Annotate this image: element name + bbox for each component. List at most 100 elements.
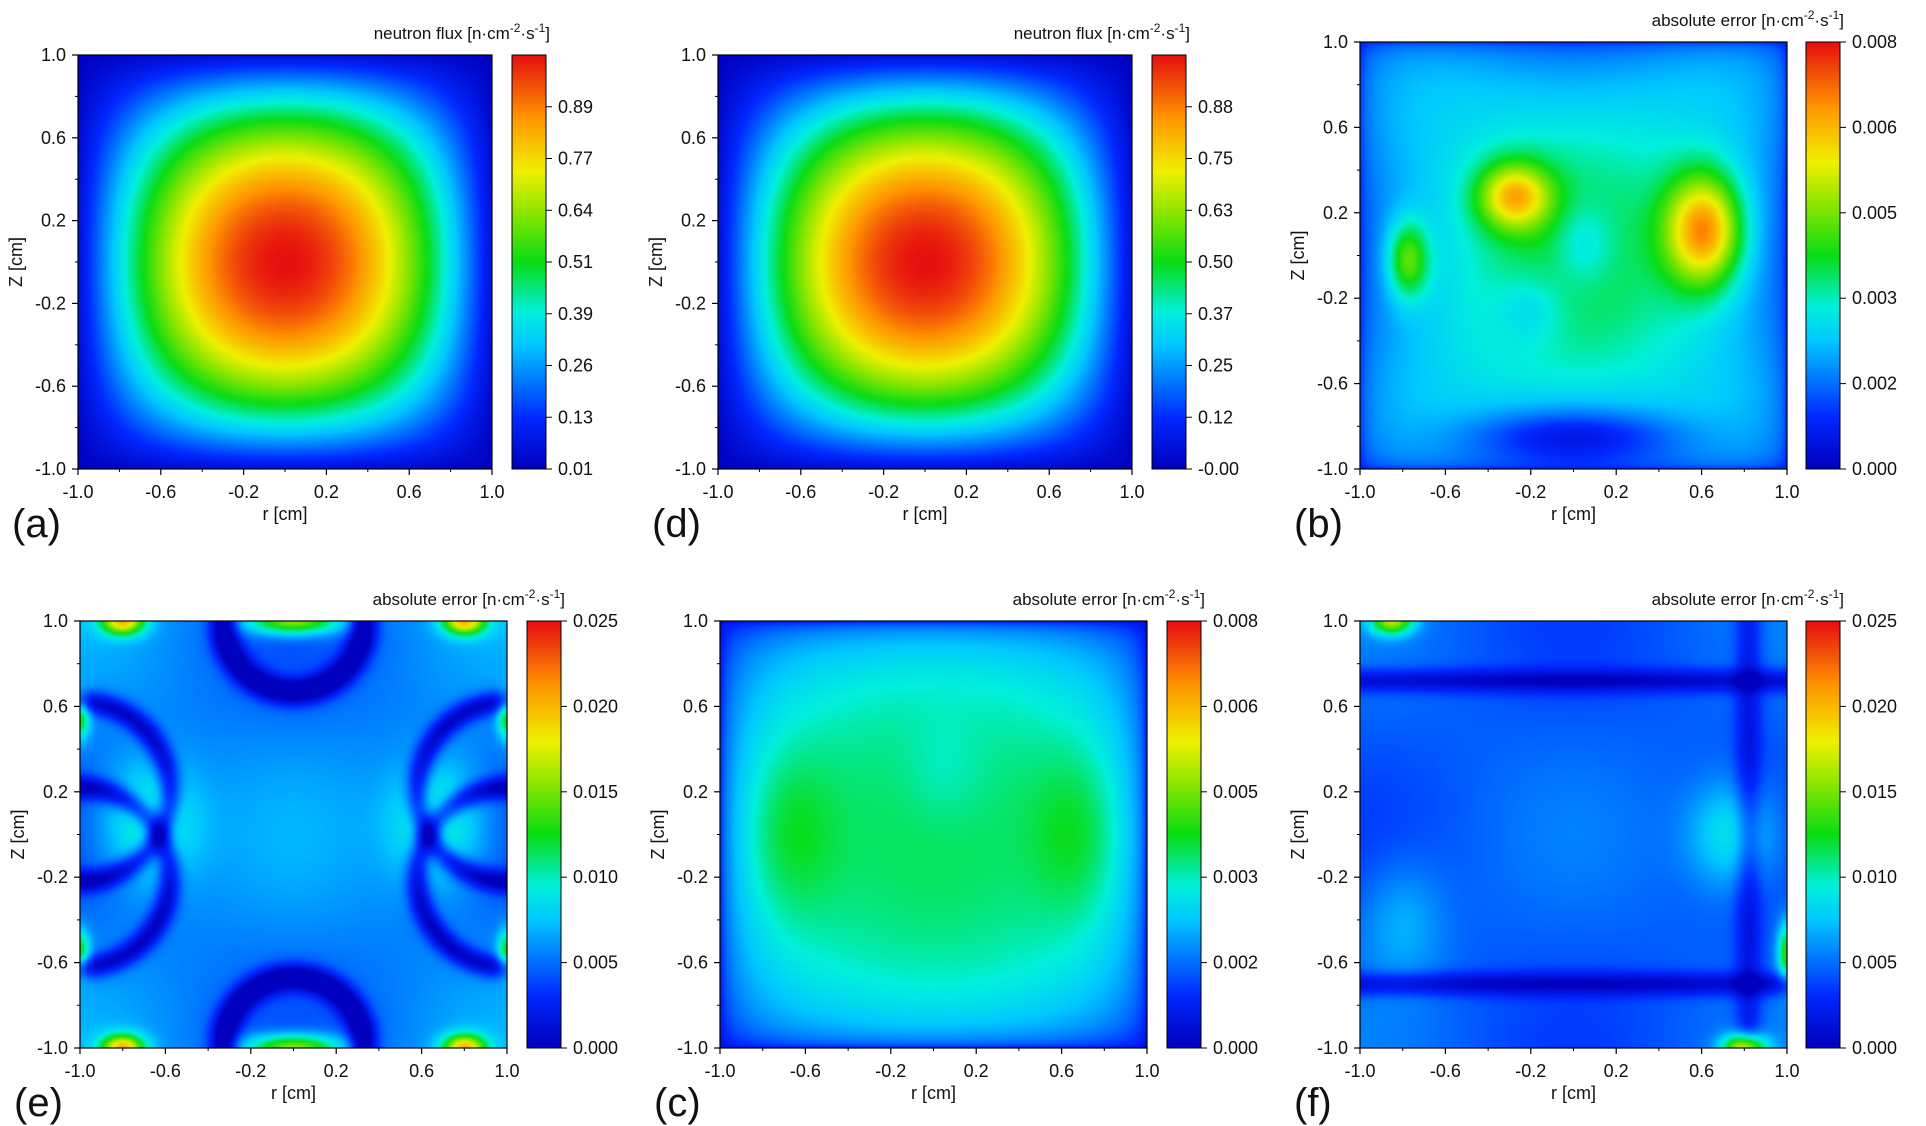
colorbar-tick-label: 0.39	[558, 304, 593, 324]
x-tick-label: -0.2	[235, 1061, 266, 1081]
x-axis-label: r [cm]	[903, 504, 948, 524]
y-tick-label: 0.2	[683, 782, 708, 802]
x-tick-label: -0.6	[1430, 1061, 1461, 1081]
x-tick-label: -1.0	[62, 482, 93, 502]
colorbar-tick-label: 0.025	[1852, 611, 1897, 631]
y-axis-label: Z [cm]	[1288, 810, 1308, 860]
x-tick-label: -0.6	[790, 1061, 821, 1081]
x-tick-label: -1.0	[64, 1061, 95, 1081]
x-tick-label: 1.0	[1119, 482, 1144, 502]
x-tick-label: -1.0	[1344, 1061, 1375, 1081]
y-tick-label: -1.0	[1317, 1038, 1348, 1058]
x-tick-label: 0.2	[1604, 482, 1629, 502]
panel-label: (e)	[14, 1081, 63, 1125]
y-tick-label: 1.0	[683, 611, 708, 631]
panel-label: (d)	[652, 502, 701, 546]
y-tick-label: -0.2	[1317, 288, 1348, 308]
colorbar-tick-label: 0.64	[558, 200, 593, 220]
colorbar-tick-label: 0.020	[1852, 696, 1897, 716]
colorbar-tick-label: 0.13	[558, 407, 593, 427]
y-tick-label: 0.2	[43, 782, 68, 802]
colorbar-tick-label: 0.005	[1213, 782, 1258, 802]
colorbar-tick-label: 0.015	[1852, 782, 1897, 802]
x-axis-label: r [cm]	[271, 1083, 316, 1103]
x-tick-label: 0.2	[314, 482, 339, 502]
y-tick-label: 0.6	[1323, 696, 1348, 716]
x-tick-label: -0.6	[1430, 482, 1461, 502]
colorbar-tick-label: 0.000	[573, 1038, 618, 1058]
x-tick-label: -0.6	[150, 1061, 181, 1081]
y-tick-label: 0.2	[681, 211, 706, 231]
y-tick-label: -1.0	[677, 1038, 708, 1058]
y-tick-label: -0.6	[37, 953, 68, 973]
x-tick-label: 0.6	[1689, 482, 1714, 502]
x-tick-label: 0.6	[397, 482, 422, 502]
y-tick-label: -0.6	[1317, 374, 1348, 394]
y-tick-label: -0.2	[675, 293, 706, 313]
y-tick-label: 1.0	[1323, 32, 1348, 52]
chart-panel-a: -1.0 -0.6 -0.2 0.2 0.6 1.0 1.0 0.6 0.2 -0.2 -0.6 -1…	[6, 21, 593, 546]
colorbar-gradient	[1152, 55, 1186, 469]
colorbar-tick-label: -0.00	[1198, 459, 1239, 479]
colorbar-frame	[526, 620, 562, 1049]
y-tick-label: 0.6	[41, 128, 66, 148]
x-tick-label: 0.2	[324, 1061, 349, 1081]
colorbar-title: absolute error [n·cm-2·s-1]	[373, 587, 565, 609]
y-axis-label: Z [cm]	[8, 810, 28, 860]
colorbar-tick-label: 0.003	[1213, 867, 1258, 887]
panel-label: (c)	[654, 1081, 701, 1125]
panel-label: (f)	[1294, 1081, 1332, 1125]
colorbar-tick-label: 0.000	[1852, 459, 1897, 479]
colorbar-tick-label: 0.002	[1852, 374, 1897, 394]
y-tick-label: 1.0	[681, 45, 706, 65]
chart-panel-c: -1.0 -0.6 -0.2 0.2 0.6 1.0 1.0 0.6 0.2 -0.2 -0.6 -1…	[648, 587, 1258, 1125]
colorbar-tick-label: 0.000	[1852, 1038, 1897, 1058]
x-tick-label: -0.2	[228, 482, 259, 502]
x-tick-label: 0.6	[1049, 1061, 1074, 1081]
colorbar-frame	[1166, 620, 1202, 1049]
colorbar-tick-label: 0.005	[573, 953, 618, 973]
colorbar-tick-label: 0.025	[573, 611, 618, 631]
x-tick-label: 1.0	[479, 482, 504, 502]
heatmap-image	[1360, 621, 1787, 1048]
colorbar-tick-label: 0.26	[558, 356, 593, 376]
y-tick-label: -0.6	[1317, 953, 1348, 973]
colorbar-gradient	[1806, 621, 1840, 1048]
y-tick-label: 0.6	[1323, 117, 1348, 137]
y-tick-label: 0.6	[681, 128, 706, 148]
y-tick-label: 1.0	[41, 45, 66, 65]
y-tick-label: 0.6	[683, 696, 708, 716]
heatmap-image	[78, 55, 492, 469]
colorbar-tick-label: 0.75	[1198, 149, 1233, 169]
colorbar-tick-label: 0.010	[573, 867, 618, 887]
x-tick-label: -1.0	[702, 482, 733, 502]
y-tick-label: -1.0	[675, 459, 706, 479]
colorbar-tick-label: 0.005	[1852, 953, 1897, 973]
y-tick-label: 1.0	[1323, 611, 1348, 631]
colorbar-gradient	[527, 621, 561, 1048]
x-tick-label: 1.0	[1134, 1061, 1159, 1081]
x-tick-label: -0.6	[785, 482, 816, 502]
x-tick-label: 0.2	[1604, 1061, 1629, 1081]
x-tick-label: -0.6	[145, 482, 176, 502]
colorbar-tick-label: 0.020	[573, 696, 618, 716]
y-tick-label: 0.2	[41, 211, 66, 231]
colorbar-tick-label: 0.006	[1852, 117, 1897, 137]
y-tick-label: -0.6	[35, 376, 66, 396]
y-tick-label: -0.2	[677, 867, 708, 887]
x-tick-label: -0.2	[1515, 1061, 1546, 1081]
y-axis-label: Z [cm]	[6, 237, 26, 287]
colorbar-tick-label: 0.88	[1198, 97, 1233, 117]
colorbar-title: absolute error [n·cm-2·s-1]	[1652, 587, 1844, 609]
colorbar-tick-label: 0.015	[573, 782, 618, 802]
y-tick-label: -0.6	[675, 376, 706, 396]
x-axis-label: r [cm]	[263, 504, 308, 524]
x-tick-label: 0.6	[1689, 1061, 1714, 1081]
heatmap-image	[80, 621, 507, 1048]
x-tick-label: 0.6	[1037, 482, 1062, 502]
colorbar-tick-label: 0.89	[558, 97, 593, 117]
x-tick-label: -0.2	[868, 482, 899, 502]
y-tick-label: 1.0	[43, 611, 68, 631]
colorbar-frame	[1805, 620, 1841, 1049]
colorbar-tick-label: 0.50	[1198, 252, 1233, 272]
